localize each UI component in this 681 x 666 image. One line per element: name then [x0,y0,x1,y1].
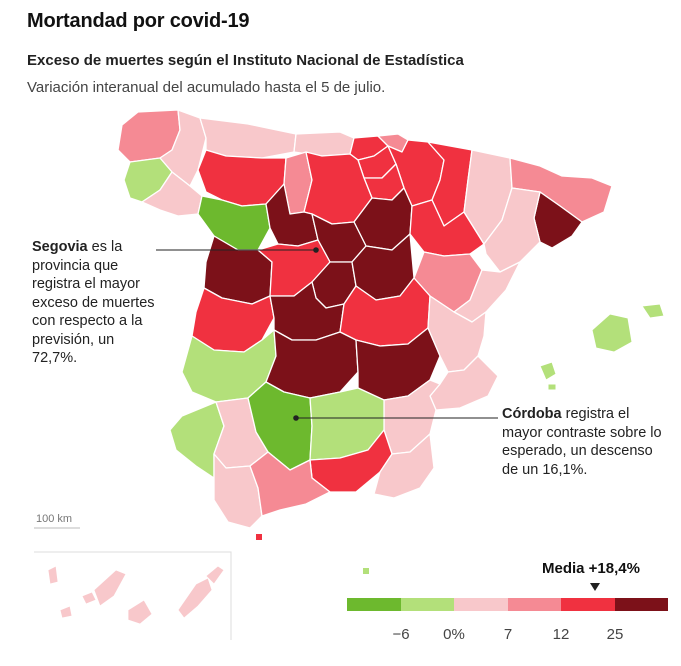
canary-islands-inset [34,551,232,640]
annotation-segovia-text: es la provincia que registra el mayor ex… [32,239,155,366]
annotation-segovia-name: Segovia [32,239,88,255]
legend-tick-1: −6 [392,626,410,643]
province-melilla[interactable] [363,568,369,574]
province-ceuta[interactable] [256,534,262,540]
province-ourense[interactable] [141,171,203,217]
province-baleares-menorca[interactable] [641,303,665,319]
inset-frame [34,551,232,640]
legend-swatch-3 [454,598,508,611]
legend-tick-5: 25 [606,626,624,643]
legend-swatch-2 [401,598,454,611]
annotation-segovia: Segovia es la provincia que registra el … [32,238,160,368]
chart-description: Variación interanual del acumulado hasta… [27,79,386,96]
color-legend [347,583,668,611]
island-la-palma[interactable] [47,565,59,585]
province-baleares-mallorca[interactable] [591,313,633,353]
media-marker-icon [590,583,600,591]
segovia-pointer-dot [313,247,319,253]
province-almeria[interactable] [373,433,435,499]
legend-tick-4: 12 [552,626,570,643]
province-ciudad-real[interactable] [265,329,359,399]
page-title: Mortandad por covid-19 [27,10,250,32]
province-tarragona[interactable] [483,187,541,273]
legend-swatch-1 [347,598,401,611]
island-fuerteventura[interactable] [177,577,213,619]
province-baleares-ibiza[interactable] [539,361,557,381]
province-malaga[interactable] [249,451,331,517]
chart-subtitle: Exceso de muertes según el Instituto Nac… [27,52,464,69]
island-la-gomera[interactable] [81,591,97,605]
legend-swatch-6 [615,598,668,611]
province-zaragoza[interactable] [409,199,485,257]
island-gran-canaria[interactable] [127,599,153,625]
cordoba-pointer-dot [293,415,299,421]
legend-media-label: Media +18,4% [542,560,640,577]
island-tenerife[interactable] [93,569,127,607]
annotation-cordoba-name: Córdoba [502,406,562,422]
island-lanzarote[interactable] [205,565,225,585]
island-el-hierro[interactable] [59,605,73,619]
legend-tick-3: 7 [503,626,513,643]
scale-bar-label: 100 km [36,513,73,525]
annotation-cordoba-text: registra el mayor contraste sobre lo esp… [502,406,662,478]
legend-swatch-4 [508,598,561,611]
legend-swatch-5 [561,598,615,611]
legend-tick-2: 0% [443,626,465,643]
province-baleares-formentera[interactable] [547,383,557,391]
annotation-cordoba: Córdoba registra el mayor contraste sobr… [502,405,672,479]
province-zamora[interactable] [197,195,271,251]
